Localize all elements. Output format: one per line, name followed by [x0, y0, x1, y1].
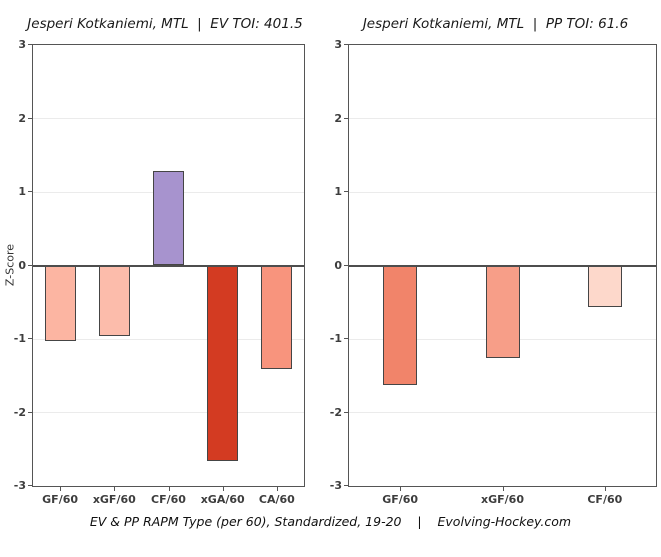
pp-plot-area [348, 44, 657, 487]
y-tick-label: 1 [18, 185, 26, 198]
x-tick-label-gf60: GF/60 [382, 493, 419, 506]
y-tick-mark [28, 338, 32, 339]
y-tick-label: -3 [329, 479, 342, 492]
x-tick-mark [114, 487, 116, 491]
y-tick-mark [344, 264, 348, 266]
zero-baseline [349, 264, 656, 267]
ev-chart-title: Jesperi Kotkaniemi, MTL | EV TOI: 401.5 [27, 16, 303, 32]
y-tick-label: -3 [13, 479, 26, 492]
y-tick-label: 0 [18, 258, 26, 272]
y-tick-label: 3 [334, 38, 342, 51]
y-tick-label: -2 [329, 405, 342, 419]
x-tick-label-xgf60: xGF/60 [92, 493, 136, 506]
gridline [349, 191, 656, 193]
bar-cf60 [587, 265, 622, 307]
figure-caption: EV & PP RAPM Type (per 60), Standardized… [89, 514, 572, 529]
x-tick-mark [168, 487, 170, 491]
pp-rapm-panel: Jesperi Kotkaniemi, MTL | PP TOI: 61.6 -… [330, 0, 661, 512]
ev-rapm-panel: Jesperi Kotkaniemi, MTL | EV TOI: 401.5 … [0, 0, 330, 512]
y-tick-label: -2 [13, 405, 26, 419]
x-tick-mark [222, 487, 224, 491]
x-tick-label-ca60: CA/60 [258, 493, 295, 506]
y-tick-mark [344, 191, 348, 192]
y-tick-label: 0 [334, 258, 342, 272]
gridline [33, 338, 304, 340]
x-tick-label-cf60: CF/60 [587, 493, 623, 506]
y-tick-label: 1 [334, 185, 342, 198]
bar-cf60 [153, 171, 184, 266]
bar-xgf60 [485, 265, 520, 359]
gridline [33, 412, 304, 413]
y-tick-mark [344, 485, 348, 486]
y-tick-mark [344, 44, 348, 45]
y-tick-mark [28, 264, 32, 266]
x-tick-label-cf60: CF/60 [151, 493, 186, 506]
x-tick-mark [276, 487, 278, 491]
x-tick-label-xgf60: xGF/60 [481, 493, 524, 506]
y-tick-label: 2 [334, 111, 342, 125]
y-tick-label: 3 [18, 38, 26, 51]
x-tick-mark [400, 487, 402, 491]
bar-xgf60 [98, 265, 130, 337]
gridline [33, 118, 304, 119]
y-tick-mark [344, 338, 348, 339]
y-tick-label: 2 [18, 111, 26, 125]
x-tick-label-gf60: GF/60 [42, 493, 79, 506]
y-tick-mark [28, 411, 32, 413]
x-tick-label-xga60: xGA/60 [200, 493, 245, 506]
y-tick-label: -1 [329, 332, 342, 345]
gridline [349, 412, 656, 413]
bar-gf60 [44, 265, 76, 342]
y-tick-mark [28, 485, 32, 486]
x-tick-mark [502, 487, 504, 491]
bar-gf60 [383, 265, 418, 386]
pp-chart-title: Jesperi Kotkaniemi, MTL | PP TOI: 61.6 [362, 16, 629, 32]
x-tick-mark [604, 487, 606, 491]
bar-xga60 [207, 265, 239, 461]
gridline [349, 118, 656, 119]
y-tick-mark [344, 117, 348, 119]
bar-ca60 [261, 265, 293, 370]
x-tick-mark [60, 487, 62, 491]
ev-plot-area [32, 44, 305, 487]
y-tick-label: -1 [13, 332, 26, 345]
y-tick-mark [28, 191, 32, 192]
zero-baseline [33, 264, 304, 267]
y-tick-mark [28, 44, 32, 45]
y-tick-mark [28, 117, 32, 119]
y-tick-mark [344, 411, 348, 413]
